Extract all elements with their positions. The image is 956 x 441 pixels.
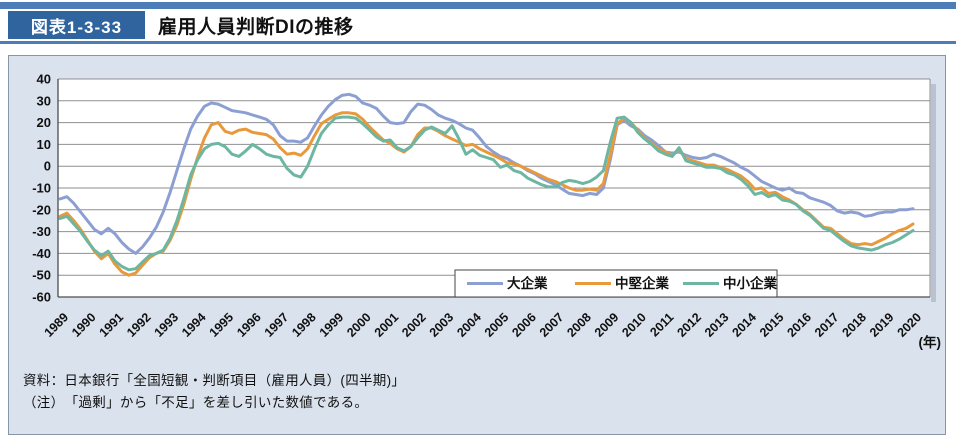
x-axis-label: 2004 — [454, 310, 484, 340]
legend-item-small-label: 中小企業 — [723, 275, 777, 291]
legend-box — [454, 269, 778, 298]
x-axis-label: 2005 — [482, 310, 512, 340]
x-axis-label: 2010 — [619, 310, 649, 340]
x-axis-label: 1989 — [42, 310, 72, 340]
x-axis-label: 1994 — [179, 310, 209, 340]
x-axis-label: 2012 — [674, 310, 704, 340]
y-axis-label: -10 — [32, 181, 51, 196]
y-axis-label: -60 — [32, 290, 51, 305]
x-axis-label: 2002 — [399, 310, 429, 340]
figure-number-badge: 図表1-3-33 — [8, 11, 145, 39]
y-axis-label: -40 — [32, 246, 51, 261]
x-axis-label: 2013 — [702, 310, 732, 340]
figure-number-label: 図表1-3-33 — [30, 17, 123, 37]
x-axis-label: 1996 — [234, 310, 264, 340]
x-axis-label: 1995 — [207, 310, 237, 340]
legend-item-medium-label: 中堅企業 — [615, 275, 669, 291]
x-axis-label: 2018 — [840, 310, 870, 340]
header-rule — [0, 41, 956, 44]
x-axis-label: 2009 — [592, 310, 622, 340]
y-axis-label: 20 — [37, 115, 51, 130]
x-axis-label: 2017 — [812, 310, 842, 340]
y-axis-label: 40 — [37, 72, 51, 87]
x-axis-label: 2019 — [867, 310, 897, 340]
x-axis-label: 2006 — [509, 310, 539, 340]
y-axis-label: -30 — [32, 224, 51, 239]
footnotes: 資料：日本銀行「全国短観・判断項目（雇用人員）(四半期)」 （注） 「過剰」から… — [23, 370, 405, 413]
x-axis-label: 1992 — [124, 310, 154, 340]
x-axis-label: 1998 — [289, 310, 319, 340]
x-axis-unit-label: (年) — [919, 334, 942, 350]
y-axis-label: 30 — [37, 93, 51, 108]
x-axis-label: 2000 — [344, 310, 374, 340]
x-axis-label: 1997 — [262, 310, 292, 340]
series-line-small-enterprises — [58, 115, 915, 272]
y-axis-label: -20 — [32, 202, 51, 217]
x-axis-label: 2008 — [564, 310, 594, 340]
x-axis-label: 1993 — [152, 310, 182, 340]
x-axis-label: 1991 — [97, 310, 127, 340]
chart-panel: 40 30 20 10 0 -10 -20 -30 -40 -50 -60 1989 1990 1991 1… — [8, 55, 946, 435]
chart: 403020100-10-20-30-40-50-601989199019911… — [32, 72, 942, 351]
series-line-medium-enterprises — [58, 111, 915, 277]
calculation-note: （注） 「過剰」から「不足」を差し引いた数値である。 — [23, 394, 369, 410]
legend-item-large-label: 大企業 — [507, 275, 548, 291]
x-axis-label: 1990 — [69, 310, 99, 340]
y-axis-label: 10 — [37, 137, 51, 152]
plot-shadow — [931, 84, 936, 302]
x-axis-label: 1999 — [317, 310, 347, 340]
x-axis-label: 2011 — [647, 310, 676, 339]
x-axis-label: 2014 — [729, 310, 759, 340]
source-note: 資料：日本銀行「全国短観・判断項目（雇用人員）(四半期)」 — [23, 373, 406, 388]
series-line-large-enterprises — [58, 92, 915, 255]
x-axis-label: 2001 — [372, 310, 402, 340]
x-axis-label: 2015 — [757, 310, 787, 340]
x-axis-label: 2007 — [537, 310, 567, 340]
x-axis-label: 2003 — [427, 310, 457, 340]
y-axis-label: 0 — [44, 159, 51, 174]
x-axis-label: 2016 — [784, 310, 814, 340]
figure-title: 雇用人員判断DIの推移 — [158, 16, 354, 38]
top-accent-bar — [0, 2, 956, 9]
y-axis-label: -50 — [32, 268, 51, 283]
